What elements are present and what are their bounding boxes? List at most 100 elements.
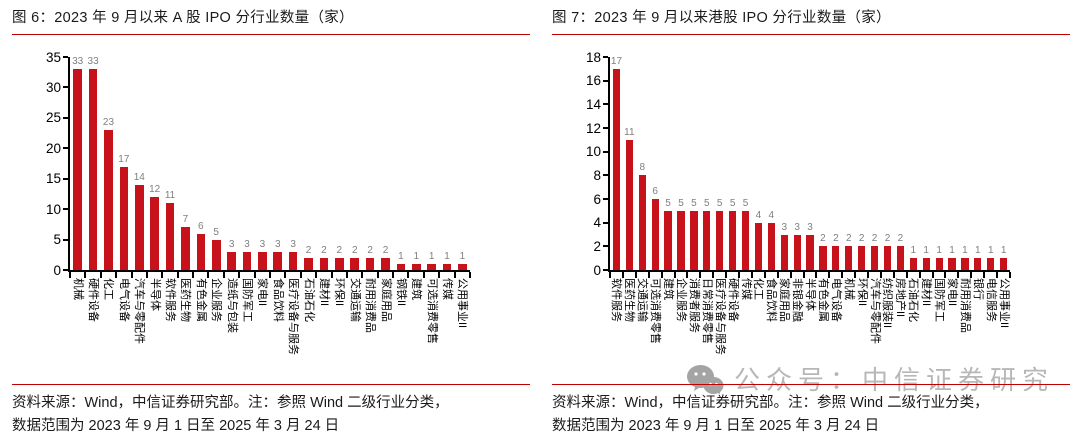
- bar: [288, 251, 298, 270]
- x-axis-labels: 软件服务 医药生物 交通运输 可选消费零售 建筑 企业服务 消费者服务 日常消费零售 医疗设备与…: [610, 274, 1010, 384]
- bar-value-label: 5: [742, 197, 749, 209]
- bar: [909, 258, 917, 270]
- bar-value-label: 3: [807, 221, 813, 233]
- bar-slot: 1: [958, 57, 971, 270]
- x-category-label-text: 石油石化: [302, 278, 315, 322]
- bar-slot: 1: [393, 57, 408, 270]
- x-category-label: 可选消费零售: [424, 274, 439, 384]
- bar: [119, 166, 129, 270]
- x-category-label-text: 机械: [842, 278, 855, 300]
- x-tick-mark: [854, 272, 857, 278]
- x-category-label: 传媒: [739, 274, 752, 384]
- bar-slot: 2: [378, 57, 393, 270]
- x-tick-mark: [345, 272, 348, 278]
- bar: [638, 175, 646, 270]
- x-category-label: 机械: [70, 274, 85, 384]
- x-category-label-text: 建材II: [920, 278, 933, 307]
- x-category-label-text: 消费者服务: [687, 278, 700, 333]
- x-tick-mark: [376, 272, 379, 278]
- x-tick-mark: [130, 272, 133, 278]
- x-tick-mark: [469, 272, 471, 278]
- x-category-label: 家电II: [946, 274, 959, 384]
- bar-value-label: 3: [274, 238, 281, 250]
- x-category-label: 房地产II: [894, 274, 907, 384]
- x-category-label-text: 化工: [752, 278, 765, 300]
- x-category-label-text: 硬件设备: [726, 278, 739, 322]
- x-category-label-text: 家庭用品: [379, 278, 392, 322]
- y-tick-mark: [603, 198, 608, 201]
- bar-value-label: 1: [444, 250, 450, 262]
- x-category-label-text: 半导体: [148, 278, 161, 311]
- bar-value-label: 3: [259, 238, 266, 250]
- x-category-label-text: 环保II: [333, 278, 346, 307]
- bar: [73, 69, 82, 270]
- bar: [181, 227, 190, 270]
- bar-value-label: 6: [652, 186, 658, 198]
- x-tick-mark: [330, 272, 333, 278]
- y-tick-label: 5: [53, 231, 61, 247]
- source-note: 资料来源：Wind，中信证券研究部。注：参照 Wind 二级行业分类， 数据范围…: [12, 384, 530, 438]
- source-note-line1: 资料来源：Wind，中信证券研究部。注：参照 Wind 二级行业分类，: [12, 395, 449, 411]
- a-share-ipo-bar-chart: 33 33 23 17 14 12 11 7 6 5 3 3 3 3 3 2 2 2 2 2 2 1 1 1 1 1 0 5 10 15…: [12, 35, 530, 384]
- bar: [870, 246, 879, 270]
- x-category-label-text: 软件服务: [610, 278, 623, 322]
- x-category-label-text: 有色金属: [816, 278, 829, 322]
- x-tick-mark: [69, 272, 71, 278]
- x-category-label: 电信服务: [984, 274, 997, 384]
- x-category-label: 化工: [101, 274, 116, 384]
- x-category-label: 家庭用品: [378, 274, 393, 384]
- x-category-label: 交通运输: [347, 274, 362, 384]
- x-tick-mark: [647, 272, 650, 278]
- y-tick-label: 8: [593, 167, 601, 183]
- x-category-label: 传媒: [439, 274, 454, 384]
- bar-value-label: 1: [398, 250, 404, 262]
- x-tick-mark: [192, 272, 195, 278]
- x-tick-mark: [84, 272, 87, 278]
- bar-value-label: 5: [704, 197, 710, 209]
- bar: [273, 251, 283, 270]
- bar-slot: 1: [920, 57, 933, 270]
- y-tick-mark: [603, 174, 608, 177]
- x-tick-mark: [621, 272, 624, 278]
- x-tick-mark: [841, 272, 844, 278]
- bar-value-label: 1: [975, 245, 981, 257]
- x-tick-mark: [944, 272, 947, 278]
- bar-slot: 5: [700, 57, 713, 270]
- bar: [729, 210, 737, 270]
- x-tick-mark: [750, 272, 753, 278]
- x-tick-mark: [931, 272, 934, 278]
- bar: [845, 246, 853, 270]
- x-category-label: 医疗设备与服务: [713, 274, 726, 384]
- x-category-label: 耐用消费品: [958, 274, 971, 384]
- bar-value-label: 1: [428, 250, 435, 262]
- bar-value-label: 1: [459, 250, 466, 262]
- x-tick-mark: [686, 272, 689, 278]
- bars-container: 33 33 23 17 14 12 11 7 6 5 3 3 3 3 3 2 2 2 2 2 2 1 1 1 1 1: [70, 57, 470, 270]
- bar-slot: 5: [675, 57, 688, 270]
- x-category-label-text: 家电II: [256, 278, 269, 307]
- bar-value-label: 2: [382, 244, 389, 256]
- bar: [922, 258, 930, 270]
- y-tick-mark: [63, 177, 68, 180]
- x-tick-mark: [176, 272, 179, 278]
- x-category-label-text: 食品饮料: [765, 278, 778, 322]
- bar: [458, 263, 467, 270]
- y-tick-label: 0: [53, 262, 61, 278]
- bar-slot: 1: [971, 57, 984, 270]
- bar: [134, 184, 144, 270]
- figure-panel-a-share: 图 6：2023 年 9 月以来 A 股 IPO 分行业数量（家） 33 33 23…: [0, 0, 540, 436]
- x-category-label-text: 建筑: [662, 278, 675, 300]
- bar-value-label: 11: [164, 190, 176, 202]
- y-tick-label: 12: [585, 120, 601, 136]
- x-tick-mark: [453, 272, 456, 278]
- x-category-label: 交通运输: [636, 274, 649, 384]
- bar-value-label: 1: [413, 250, 420, 262]
- bar-slot: 1: [424, 57, 439, 270]
- x-category-label: 耐用消费品: [362, 274, 377, 384]
- bar-slot: 2: [894, 57, 907, 270]
- y-tick-mark: [63, 208, 68, 211]
- bar-value-label: 2: [833, 233, 839, 245]
- y-tick-mark: [63, 86, 68, 89]
- bar: [304, 257, 313, 270]
